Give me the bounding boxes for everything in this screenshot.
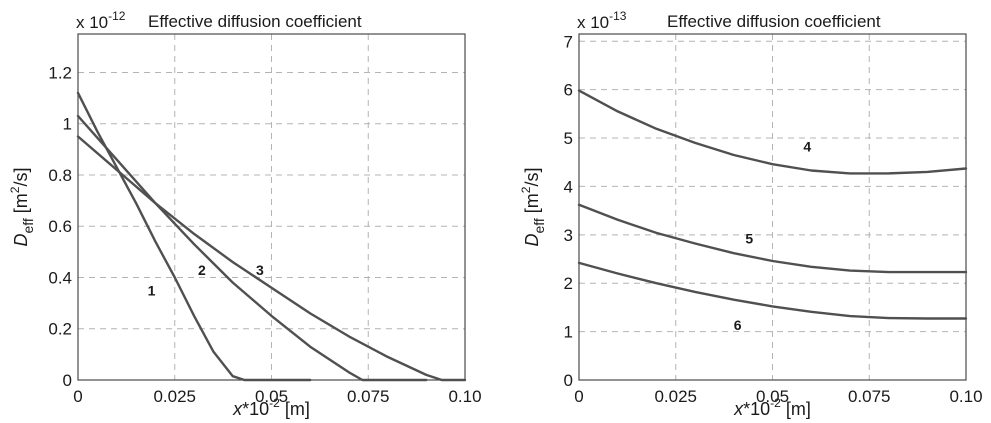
y-tick-label: 7: [564, 32, 573, 51]
y-axis-label: Deff [m2/s]: [519, 167, 547, 246]
y-axis-label: Deff [m2/s]: [8, 167, 36, 246]
y-tick-label: 1: [63, 115, 72, 134]
y-tick-label: 1.2: [48, 63, 72, 82]
axis-scale-factor: x 10-13: [577, 9, 627, 32]
y-axis-unit-exp: 2: [519, 186, 533, 193]
x-tick-label: 0.075: [347, 387, 390, 406]
plot-frame: [578, 33, 967, 381]
x-axis-label: x*10-2 [m]: [232, 396, 310, 419]
y-tick-label: 0: [63, 371, 72, 390]
y-tick-label: 2: [564, 274, 573, 293]
chart-panel-1: 0 0.025 0.05 0.075 0.10 0 0.2 0.4 0.6 0.8 1 1.2 x 10…: [8, 9, 482, 419]
series-label-1: 1: [148, 282, 156, 298]
series-line-1: [76, 91, 312, 382]
series-label-6: 6: [734, 317, 742, 333]
plot-frame: [77, 33, 466, 381]
y-tick-label: 5: [564, 129, 573, 148]
series-line-5: [577, 203, 968, 274]
x-axis-unit: [m]: [280, 399, 310, 419]
series-line-2: [76, 114, 428, 382]
series-line-6: [577, 261, 968, 320]
x-tick-label: 0.025: [153, 387, 196, 406]
x-tick-label: 0.10: [448, 387, 481, 406]
y-tick-label: 0.4: [48, 268, 72, 287]
x-axis-exp: -2: [770, 396, 781, 410]
x-axis-var: x: [733, 399, 744, 419]
x-tick-label: 0.10: [949, 387, 982, 406]
x-tick-label: 0.075: [848, 387, 891, 406]
y-axis-sub: eff: [531, 218, 547, 233]
x-tick-label: 0: [574, 387, 583, 406]
x-tick-label: 0.05: [756, 387, 789, 406]
series-label-5: 5: [745, 231, 753, 247]
scale-exponent: -13: [609, 9, 627, 23]
series-label-3: 3: [256, 262, 264, 278]
y-axis-sub: eff: [20, 218, 36, 233]
y-tick-label: 0.6: [48, 217, 72, 236]
x-axis-mid: *10: [743, 399, 770, 419]
y-tick-label: 4: [564, 177, 573, 196]
scale-base: x 10: [76, 13, 108, 32]
chart-title: Effective diffusion coefficient: [148, 12, 362, 31]
y-tick-label: 6: [564, 81, 573, 100]
scale-base: x 10: [577, 13, 609, 32]
y-tick-label: 0.8: [48, 166, 72, 185]
series-label-4: 4: [803, 139, 811, 155]
y-axis-unit-exp: 2: [8, 186, 22, 193]
y-tick-label: 3: [564, 226, 573, 245]
x-axis-label: x*10-2 [m]: [733, 396, 811, 419]
scale-exponent: -12: [108, 9, 126, 23]
x-tick-label: 0.05: [255, 387, 288, 406]
series-label-2: 2: [198, 262, 206, 278]
axis-scale-factor: x 10-12: [76, 9, 126, 32]
series-line-3: [76, 135, 467, 382]
chart-title: Effective diffusion coefficient: [667, 12, 881, 31]
y-axis-unit-close: /s]: [522, 167, 542, 186]
y-axis-var: D: [522, 234, 542, 247]
y-axis-var: D: [11, 234, 31, 247]
y-tick-label: 1: [564, 323, 573, 342]
series-line-4: [577, 89, 968, 175]
chart-panel-2: 0 0.025 0.05 0.075 0.10 0 1 2 3 4 5 6 7x 10-13 Effect…: [519, 9, 983, 419]
y-tick-label: 0.2: [48, 320, 72, 339]
x-tick-label: 0: [73, 387, 82, 406]
y-axis-unit-open: [m: [522, 193, 542, 218]
x-axis-exp: -2: [269, 396, 280, 410]
y-axis-unit-close: /s]: [11, 167, 31, 186]
x-axis-mid: *10: [242, 399, 269, 419]
x-axis-var: x: [232, 399, 243, 419]
x-axis-unit: [m]: [781, 399, 811, 419]
y-tick-label: 0: [564, 371, 573, 390]
y-axis-unit-open: [m: [11, 193, 31, 218]
x-tick-label: 0.025: [654, 387, 697, 406]
